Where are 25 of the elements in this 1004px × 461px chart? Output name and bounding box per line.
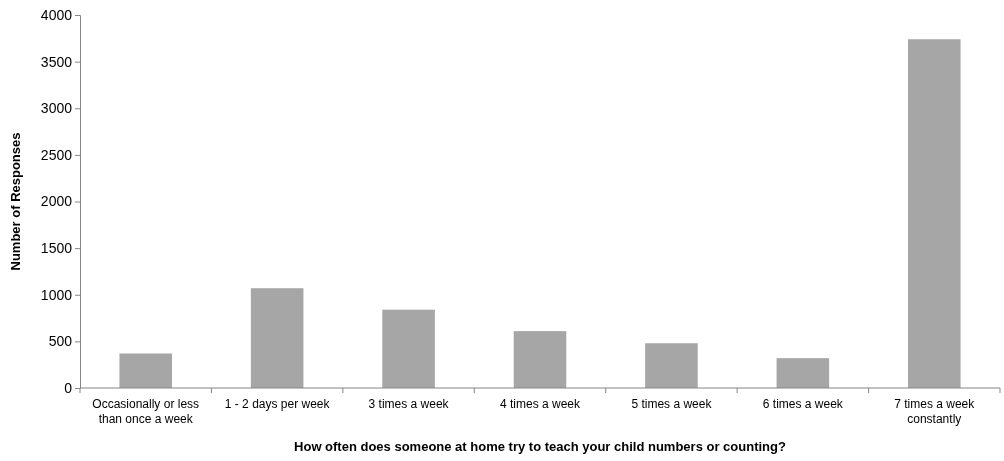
y-tick-label: 1000 xyxy=(40,286,73,303)
y-tick-label: 0 xyxy=(64,379,73,396)
x-tick-label: 3 times a week xyxy=(368,397,450,411)
x-tick-label: Occasionally or less than once a week xyxy=(92,397,200,426)
x-tick-label: 1 - 2 days per week xyxy=(224,397,331,411)
y-tick-label: 4000 xyxy=(40,6,73,23)
x-tick-label: 5 times a week xyxy=(631,397,713,411)
bar xyxy=(513,331,567,388)
bar xyxy=(119,353,172,388)
x-tick-label: 6 times a week xyxy=(762,397,844,411)
y-tick-label: 2500 xyxy=(40,146,73,163)
bar xyxy=(776,358,830,388)
bar xyxy=(645,343,698,388)
x-tick-label: 7 times a week constantly xyxy=(894,397,976,426)
x-tick-label: 4 times a week xyxy=(499,397,582,411)
x-axis-title: How often does someone at home try to teach your child numbers or counting? xyxy=(294,439,786,454)
y-axis-title: Number of Responses xyxy=(8,132,23,271)
y-tick-label: 3000 xyxy=(40,100,73,117)
y-tick-label: 1500 xyxy=(40,240,73,257)
bar xyxy=(382,309,435,388)
y-tick-label: 500 xyxy=(48,333,73,350)
bar xyxy=(250,288,304,388)
y-tick-label: 2000 xyxy=(40,193,73,210)
bar xyxy=(908,39,961,388)
y-tick-label: 3500 xyxy=(40,53,73,70)
